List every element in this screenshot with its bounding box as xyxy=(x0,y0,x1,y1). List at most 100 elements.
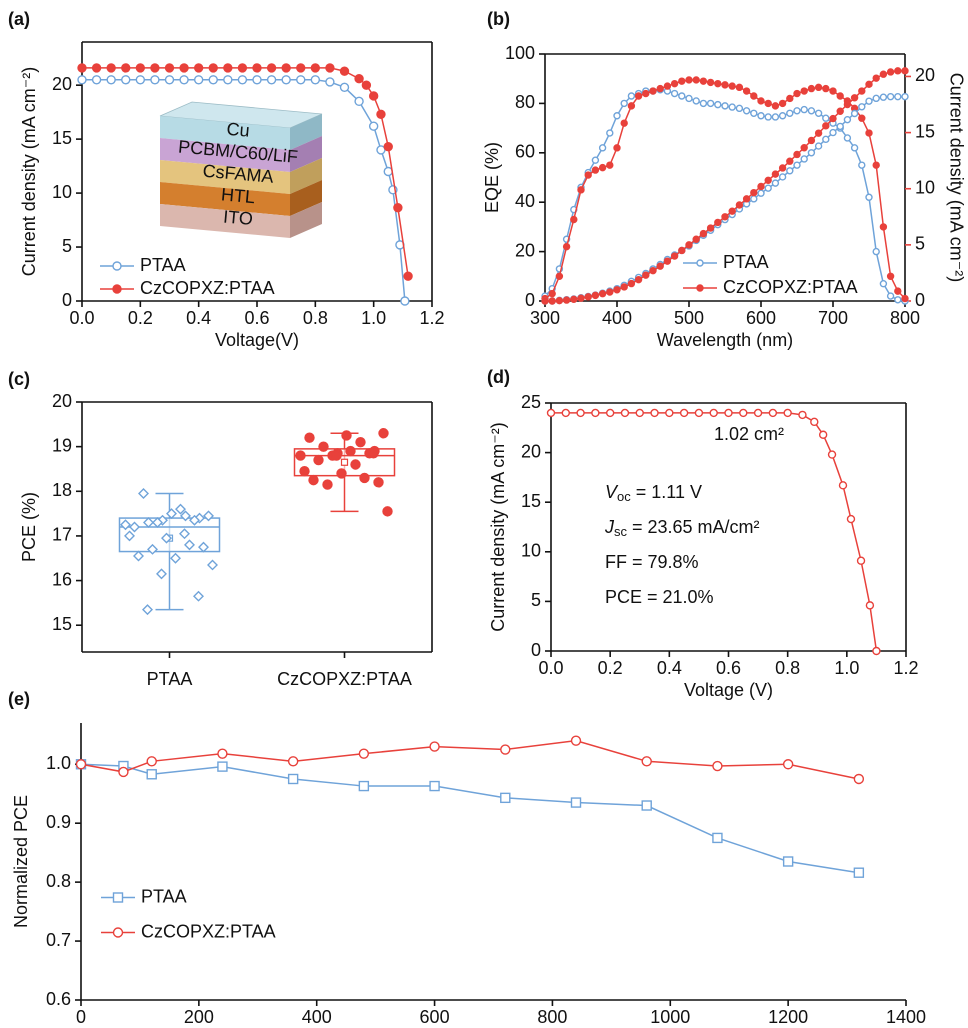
y-axis-label: PCE (%) xyxy=(19,492,39,562)
marker xyxy=(714,218,722,227)
marker xyxy=(692,235,700,243)
marker xyxy=(846,514,856,524)
marker xyxy=(179,63,189,73)
x-tick-label: 300 xyxy=(530,308,560,328)
marker xyxy=(742,87,751,95)
marker xyxy=(750,188,758,197)
marker xyxy=(75,759,87,770)
marker xyxy=(129,521,140,533)
marker xyxy=(555,272,564,280)
marker xyxy=(325,63,335,73)
marker xyxy=(694,408,704,418)
series-line xyxy=(80,739,860,780)
marker xyxy=(739,408,748,418)
marker xyxy=(368,121,379,131)
marker xyxy=(120,519,131,531)
x-tick-label: 0.4 xyxy=(186,308,211,328)
marker xyxy=(325,77,335,87)
marker xyxy=(591,291,600,300)
marker xyxy=(152,517,163,529)
x-tick-label: 1200 xyxy=(768,1007,808,1027)
marker xyxy=(650,408,659,418)
y2-tick-label: 15 xyxy=(915,121,935,141)
marker xyxy=(757,112,765,120)
x-tick-label: 0.6 xyxy=(716,658,741,678)
marker xyxy=(606,161,614,169)
x-axis-label: Voltage (V) xyxy=(684,680,773,700)
legend-label: CzCOPXZ:PTAA xyxy=(723,277,858,297)
marker xyxy=(620,119,628,127)
y-tick-label: 20 xyxy=(52,391,72,411)
marker xyxy=(901,67,909,75)
marker xyxy=(757,182,765,191)
marker xyxy=(331,450,342,461)
marker xyxy=(322,479,333,490)
marker xyxy=(112,892,124,903)
marker xyxy=(670,89,679,98)
marker xyxy=(793,89,801,98)
marker xyxy=(627,102,636,110)
marker xyxy=(679,408,689,418)
marker xyxy=(591,408,600,418)
x-tick-label: 0 xyxy=(76,1007,86,1027)
y-tick-label: 0 xyxy=(531,640,541,660)
marker xyxy=(692,76,700,84)
marker xyxy=(620,283,628,291)
marker xyxy=(642,271,650,279)
marker xyxy=(721,102,729,110)
x-tick-label: 1400 xyxy=(886,1007,926,1027)
marker xyxy=(287,773,299,785)
marker xyxy=(295,450,306,461)
marker xyxy=(685,241,693,249)
marker xyxy=(872,247,880,256)
marker xyxy=(345,445,356,457)
marker xyxy=(764,99,772,108)
y-tick-label: 10 xyxy=(52,182,72,202)
marker xyxy=(577,186,585,194)
x-tick-label: 0.2 xyxy=(128,308,153,328)
marker xyxy=(208,63,218,73)
marker xyxy=(879,93,888,101)
marker xyxy=(858,114,866,122)
marker xyxy=(753,408,763,418)
marker xyxy=(858,87,866,95)
area-label: 1.02 cm² xyxy=(714,424,784,444)
marker xyxy=(742,107,751,115)
x-tick-label: 1.0 xyxy=(834,658,859,678)
marker xyxy=(872,646,881,656)
parameter-symbol: V xyxy=(605,482,619,502)
marker xyxy=(207,559,218,571)
marker xyxy=(685,76,693,84)
inset-layer-side xyxy=(290,158,322,194)
marker xyxy=(124,530,135,542)
marker xyxy=(133,550,144,562)
y-tick-label: 18 xyxy=(52,480,72,500)
marker xyxy=(570,215,578,224)
marker xyxy=(606,129,614,137)
marker xyxy=(577,294,585,302)
x-tick-label: 500 xyxy=(674,308,704,328)
marker xyxy=(836,92,844,100)
y-tick-label: 80 xyxy=(515,92,535,112)
marker xyxy=(627,92,636,100)
marker xyxy=(894,67,902,75)
marker xyxy=(865,601,875,610)
marker xyxy=(584,293,592,301)
marker xyxy=(500,744,511,755)
marker xyxy=(894,92,902,101)
marker xyxy=(649,266,657,275)
marker xyxy=(685,94,693,103)
marker xyxy=(721,81,729,89)
y2-axis-label: Current density (mA cm⁻²) xyxy=(946,73,966,283)
marker xyxy=(118,766,129,778)
marker xyxy=(850,109,859,118)
marker xyxy=(570,295,578,304)
marker xyxy=(663,82,672,90)
marker xyxy=(576,408,585,418)
x-tick-label: 0.8 xyxy=(303,308,328,328)
marker xyxy=(768,408,778,418)
x-tick-label: 400 xyxy=(302,1007,332,1027)
marker xyxy=(318,441,329,452)
marker xyxy=(757,97,765,105)
